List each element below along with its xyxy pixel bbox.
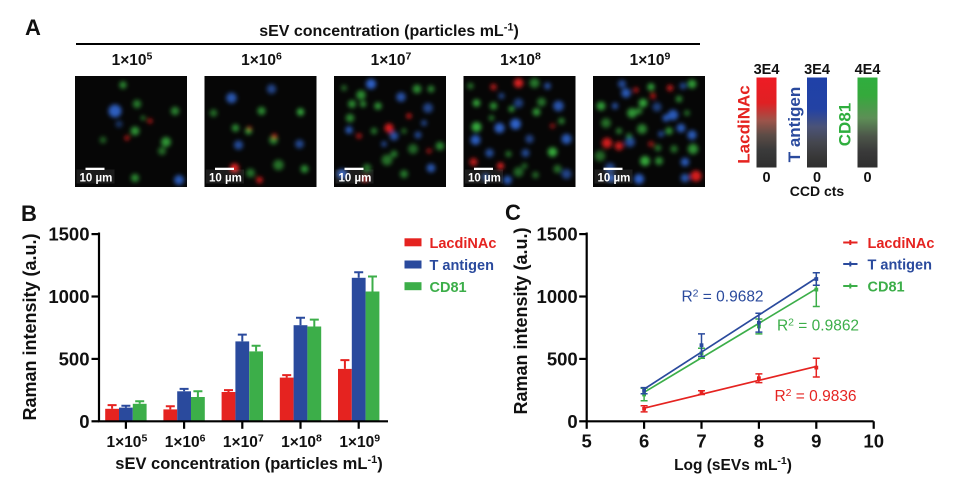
svg-text:R2 = 0.9836: R2 = 0.9836	[774, 387, 856, 405]
svg-text:1×107: 1×107	[223, 433, 264, 452]
svg-text:3E4: 3E4	[754, 62, 780, 78]
svg-text:1×105: 1×105	[107, 433, 148, 452]
svg-text:5: 5	[582, 431, 592, 452]
svg-text:0: 0	[762, 170, 770, 186]
svg-text:500: 500	[59, 348, 90, 369]
svg-text:0: 0	[567, 411, 577, 432]
svg-text:0: 0	[863, 170, 871, 186]
svg-text:CD81: CD81	[430, 280, 467, 296]
svg-text:4E4: 4E4	[855, 62, 881, 78]
svg-text:LacdiNAc: LacdiNAc	[430, 236, 497, 252]
svg-text:LacdiNAc: LacdiNAc	[735, 85, 754, 163]
svg-text:B: B	[21, 201, 37, 226]
svg-text:1×108: 1×108	[500, 51, 541, 70]
svg-text:CD81: CD81	[868, 280, 905, 296]
svg-text:T antigen: T antigen	[785, 87, 804, 163]
svg-text:1×108: 1×108	[281, 433, 322, 452]
svg-text:sEV concentration (particles m: sEV concentration (particles mL-1)	[115, 454, 382, 473]
svg-text:A: A	[25, 15, 41, 40]
svg-text:9: 9	[811, 431, 821, 452]
svg-text:10 µm: 10 µm	[468, 173, 501, 185]
svg-text:1000: 1000	[48, 286, 89, 307]
svg-text:10: 10	[863, 431, 884, 452]
svg-text:Log (sEVs mL-1): Log (sEVs mL-1)	[674, 455, 792, 474]
svg-text:8: 8	[754, 431, 764, 452]
svg-text:7: 7	[696, 431, 706, 452]
svg-text:10 µm: 10 µm	[209, 173, 242, 185]
svg-text:CCD cts: CCD cts	[790, 183, 845, 199]
svg-text:0: 0	[79, 411, 89, 432]
svg-text:1×109: 1×109	[630, 51, 671, 70]
svg-text:10 µm: 10 µm	[80, 173, 113, 185]
svg-text:T antigen: T antigen	[868, 258, 932, 274]
svg-text:R2 = 0.9862: R2 = 0.9862	[777, 317, 859, 335]
svg-text:1500: 1500	[48, 224, 89, 245]
svg-text:1×105: 1×105	[112, 51, 153, 70]
svg-text:LacdiNAc: LacdiNAc	[868, 236, 935, 252]
svg-text:R2 = 0.9682: R2 = 0.9682	[681, 288, 763, 306]
svg-text:1×109: 1×109	[339, 433, 380, 452]
svg-text:CD81: CD81	[836, 103, 855, 146]
svg-text:T antigen: T antigen	[430, 258, 494, 274]
svg-text:6: 6	[639, 431, 649, 452]
svg-text:1×107: 1×107	[371, 51, 412, 70]
svg-text:10 µm: 10 µm	[598, 173, 631, 185]
svg-text:500: 500	[547, 348, 578, 369]
svg-text:Raman intensity (a.u.): Raman intensity (a.u.)	[20, 233, 40, 420]
svg-text:3E4: 3E4	[804, 62, 830, 78]
svg-text:sEV concentration (particles m: sEV concentration (particles mL-1)	[259, 22, 519, 41]
svg-text:Raman intensity (a.u.): Raman intensity (a.u.)	[511, 227, 531, 414]
svg-text:0: 0	[813, 170, 821, 186]
svg-text:C: C	[505, 200, 521, 225]
svg-text:1000: 1000	[537, 286, 578, 307]
svg-text:10 µm: 10 µm	[339, 173, 372, 185]
svg-text:1×106: 1×106	[165, 433, 206, 452]
svg-text:1500: 1500	[537, 224, 578, 245]
svg-text:1×106: 1×106	[241, 51, 282, 70]
